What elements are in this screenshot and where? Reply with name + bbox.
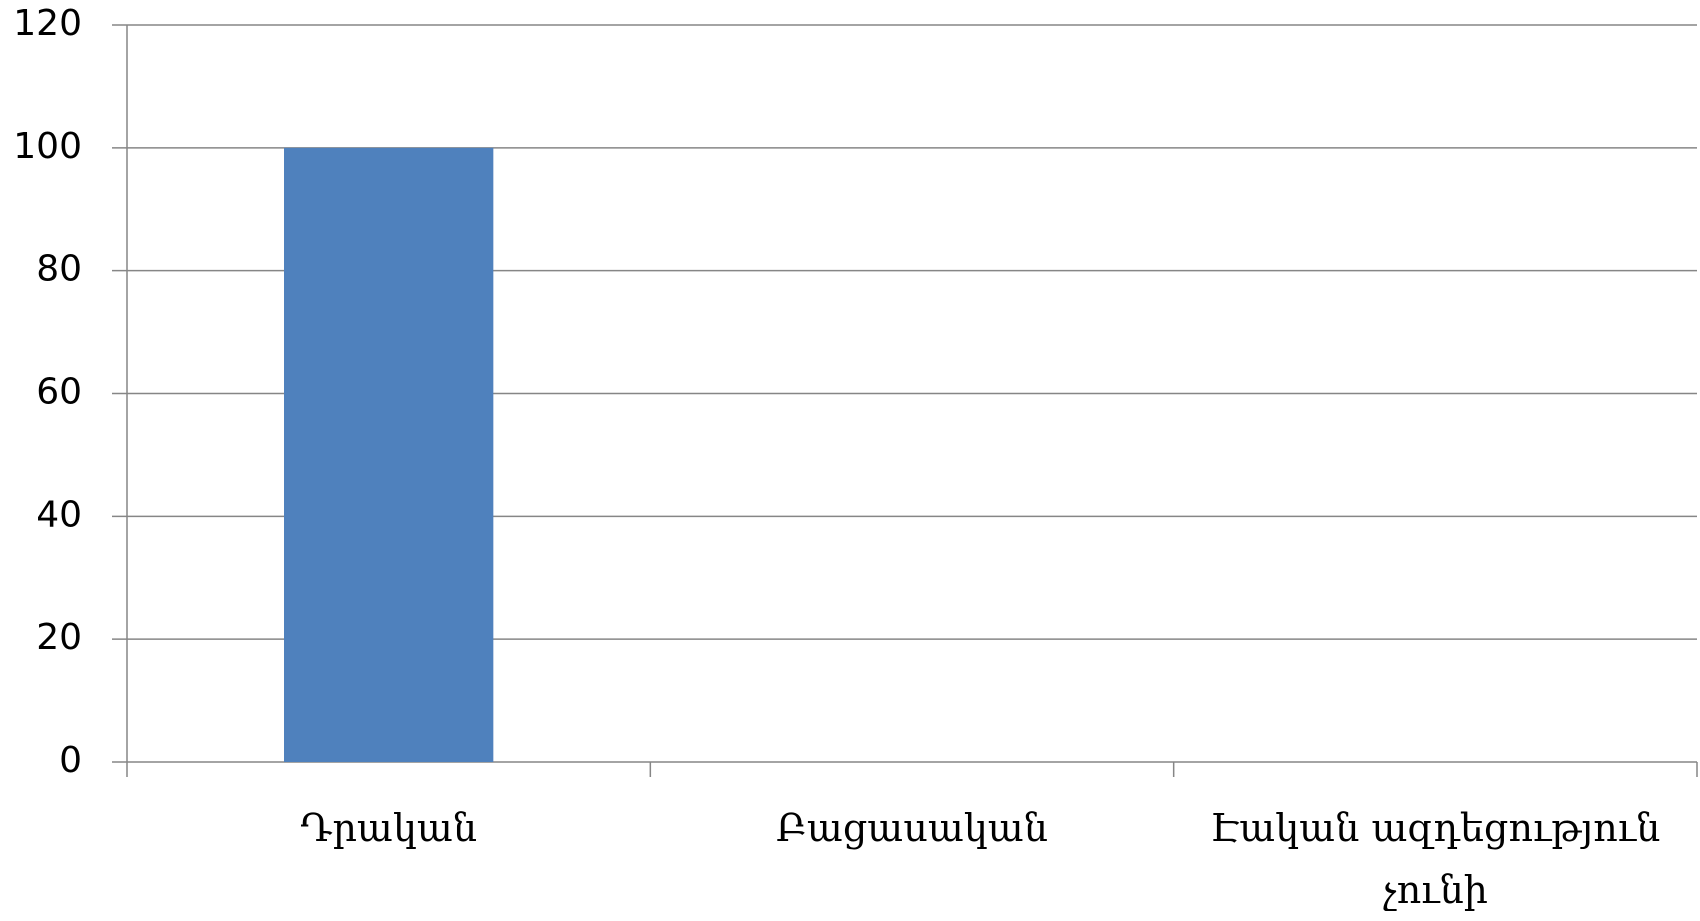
y-tick-label: 60 [36, 372, 82, 413]
y-tick-label: 40 [36, 494, 82, 535]
x-tick-label: Բացասական [776, 806, 1048, 850]
y-tick-label: 100 [13, 126, 82, 167]
bar [284, 147, 494, 763]
y-tick-label: 0 [59, 740, 82, 781]
y-tick-label: 120 [13, 3, 82, 44]
y-tick-label: 80 [36, 249, 82, 290]
x-tick-label: Դրական [300, 806, 478, 850]
x-tick-label: Էական ազդեցություն չունի [1210, 806, 1661, 912]
y-tick-label: 20 [36, 617, 82, 658]
